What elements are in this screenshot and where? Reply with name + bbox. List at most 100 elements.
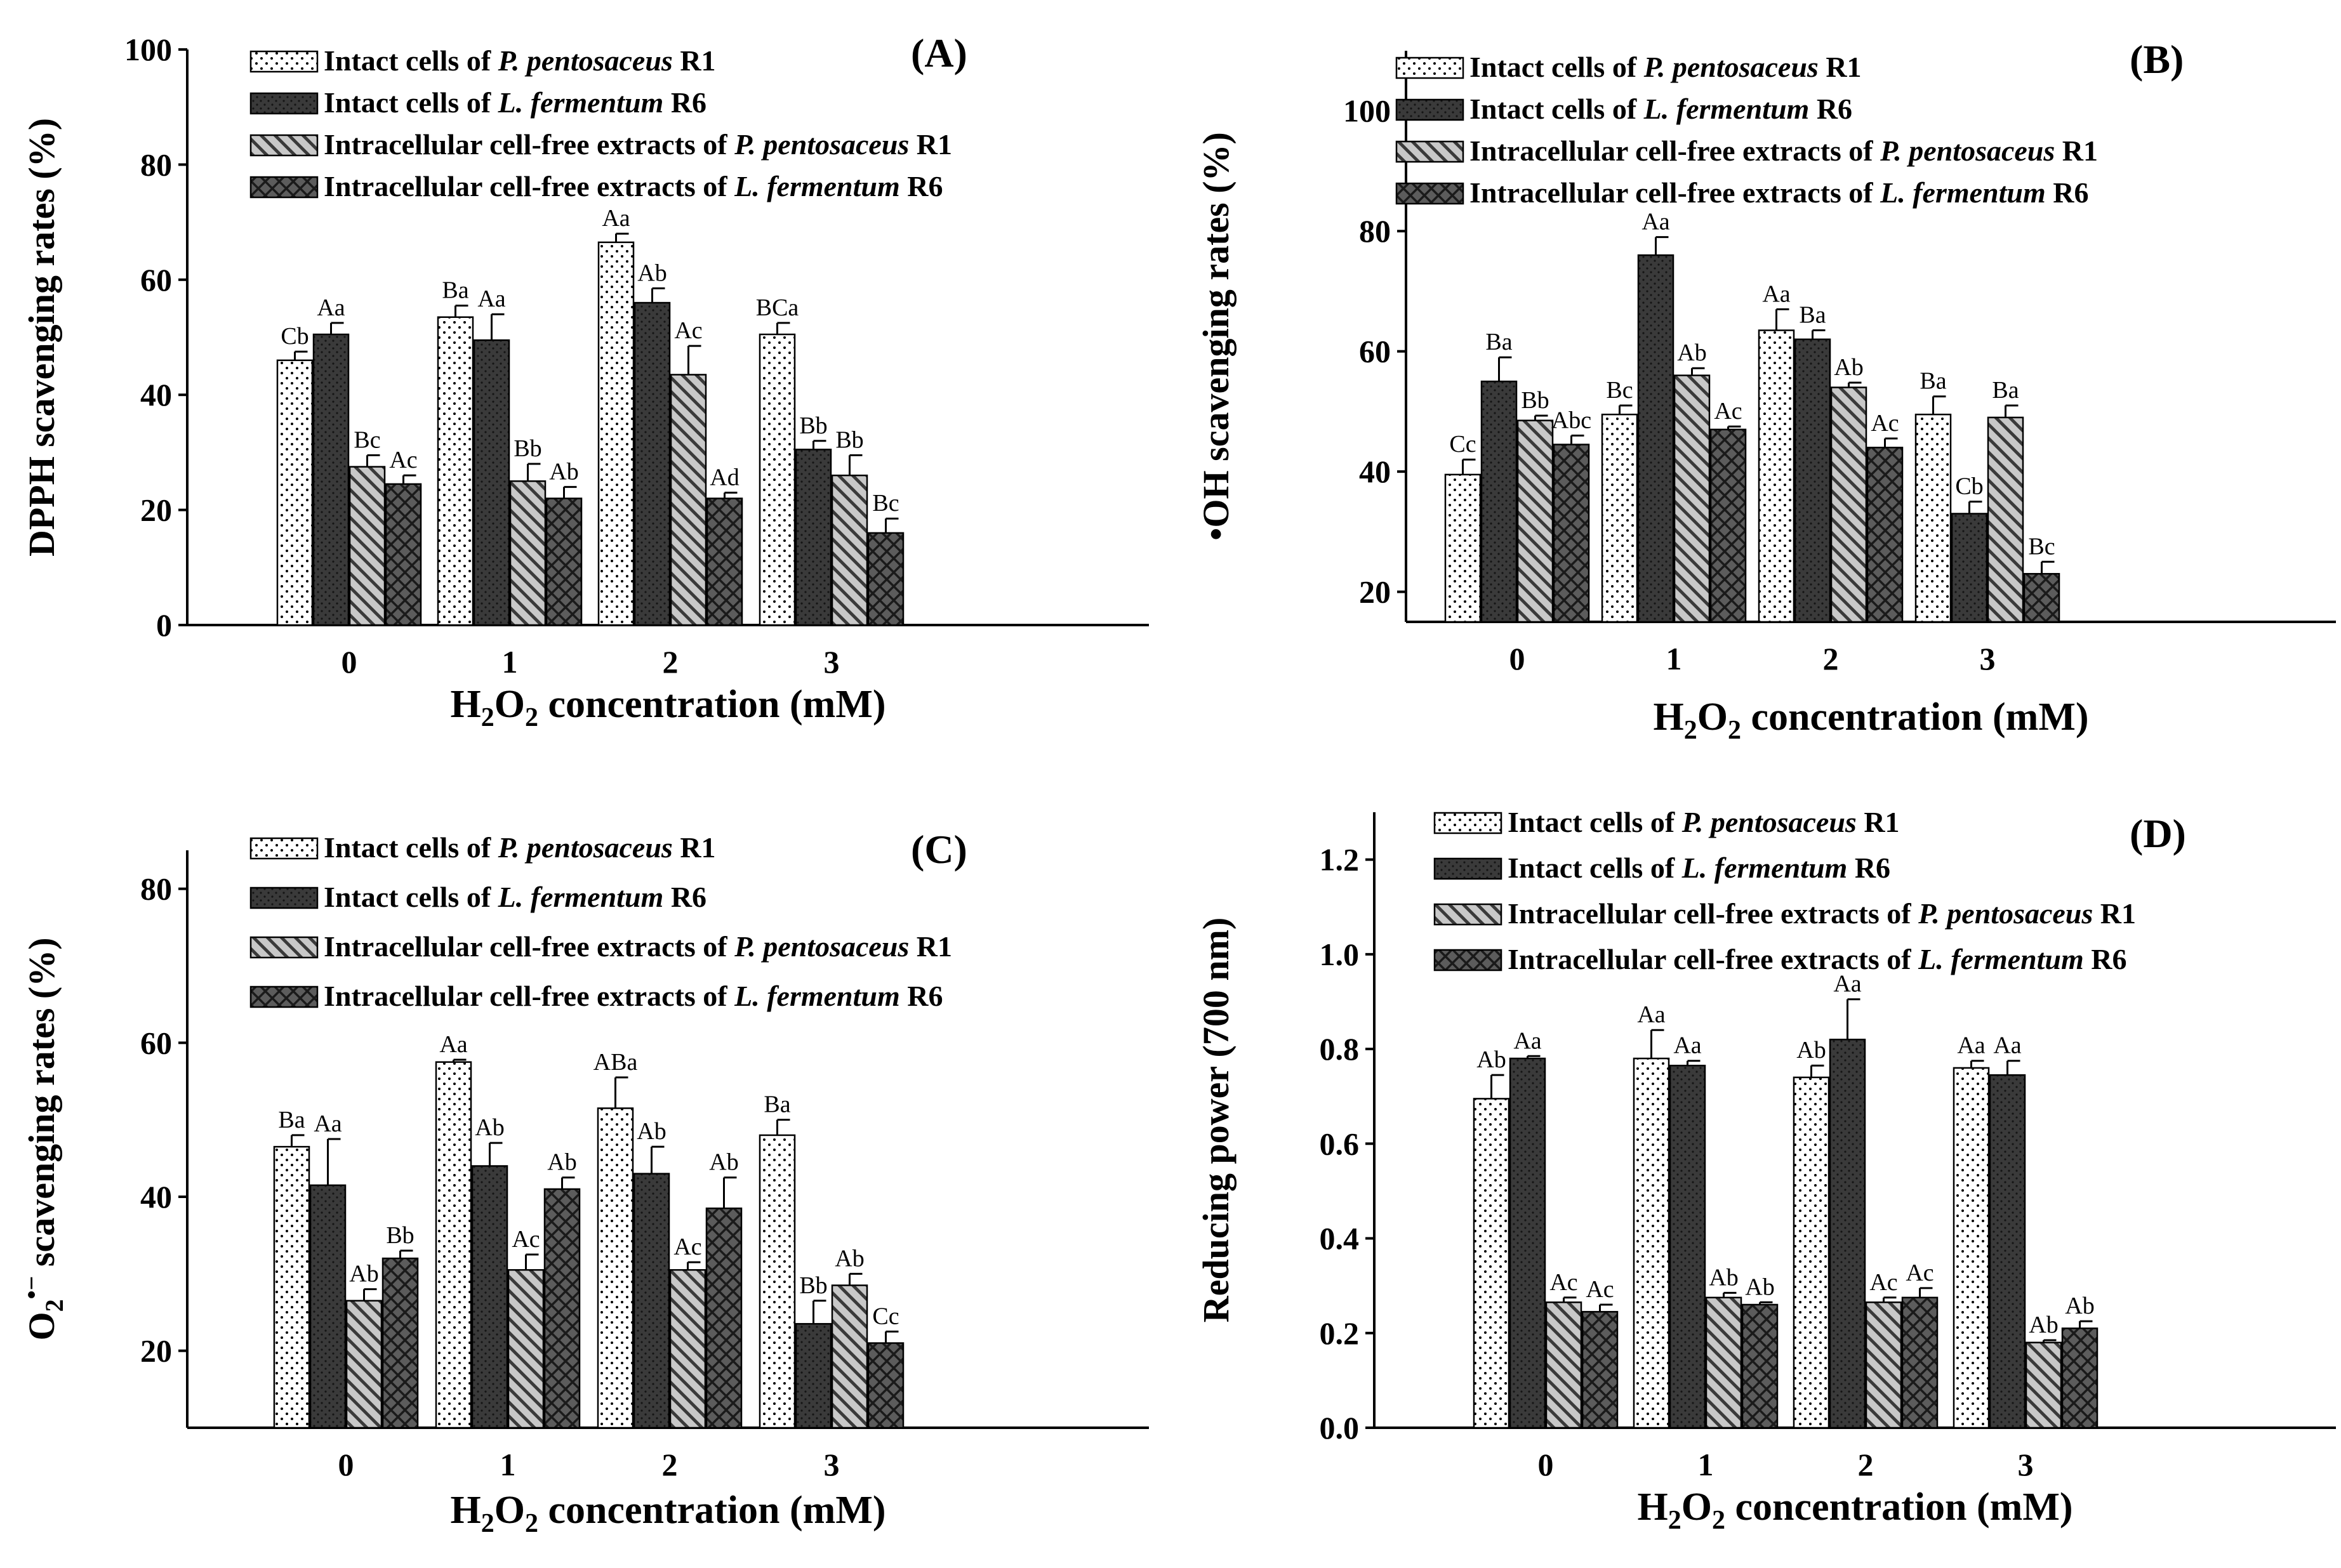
bar bbox=[1987, 416, 2024, 623]
x-tick-label: 3 bbox=[1980, 641, 1996, 676]
legend-item: Intact cells of P. pentosaceus R1 bbox=[324, 831, 716, 864]
panel-label: (D) bbox=[2130, 811, 2186, 856]
bar bbox=[2025, 1341, 2062, 1429]
x-tick-label: 1 bbox=[1698, 1447, 1714, 1482]
data-label: Ab bbox=[1796, 1037, 1826, 1064]
bar bbox=[670, 374, 707, 626]
x-tick-label: 1 bbox=[1666, 641, 1682, 676]
data-label: Ab bbox=[549, 458, 578, 485]
bar bbox=[1794, 338, 1831, 623]
bar bbox=[1989, 1074, 2026, 1429]
bar bbox=[385, 483, 422, 626]
bar bbox=[597, 1107, 634, 1429]
legend-item: Intracellular cell-free extracts of L. f… bbox=[1508, 943, 2127, 975]
y-tick-label: 0 bbox=[156, 607, 172, 643]
bar bbox=[831, 474, 868, 626]
legend-swatch bbox=[249, 134, 319, 157]
data-label: Ba bbox=[764, 1091, 790, 1118]
data-label: Ab bbox=[637, 1118, 666, 1145]
legend-item: Intact cells of P. pentosaceus R1 bbox=[1508, 806, 1900, 838]
y-axis-title: •OH scavenging rates (%) bbox=[1195, 132, 1237, 541]
data-label: Ba bbox=[1485, 329, 1512, 355]
x-tick-label: 3 bbox=[2018, 1447, 2034, 1482]
bar bbox=[867, 1342, 905, 1429]
x-tick-label: 0 bbox=[1538, 1447, 1554, 1482]
bar bbox=[705, 1207, 743, 1429]
y-tick-label: 100 bbox=[124, 32, 172, 67]
bar bbox=[759, 1134, 796, 1429]
y-axis-title: DPPH scavenging rates (%) bbox=[21, 118, 62, 557]
data-label: Bb bbox=[386, 1222, 414, 1249]
data-label: Ad bbox=[710, 464, 739, 491]
bar bbox=[509, 480, 547, 626]
x-tick-label: 0 bbox=[1509, 641, 1525, 676]
legend-swatch bbox=[249, 936, 319, 959]
data-label: Aa bbox=[1637, 1001, 1665, 1028]
data-label: Ac bbox=[1549, 1269, 1577, 1296]
x-tick-label: 3 bbox=[824, 1447, 840, 1482]
data-label: Cc bbox=[872, 1303, 899, 1329]
bar bbox=[2023, 572, 2060, 623]
legend-item: Intact cells of L. fermentum R6 bbox=[1508, 852, 1890, 884]
data-label: Aa bbox=[317, 294, 345, 321]
x-tick-label: 3 bbox=[824, 644, 840, 680]
y-tick-label: 40 bbox=[140, 377, 172, 412]
data-label: Bb bbox=[1521, 387, 1549, 414]
data-label: Aa bbox=[477, 286, 505, 312]
y-tick-label: 60 bbox=[140, 262, 172, 298]
y-tick-label: 20 bbox=[140, 492, 172, 528]
bar bbox=[1865, 1301, 1902, 1429]
x-tick-label: 0 bbox=[342, 644, 357, 680]
bar bbox=[1914, 413, 1952, 623]
bar bbox=[507, 1269, 545, 1429]
bar bbox=[1709, 428, 1747, 623]
bar bbox=[1545, 1301, 1582, 1429]
data-label: Ab bbox=[547, 1149, 576, 1176]
panel-d: 0.0 0.2 0.4 0.6 0.8 1.0 1.2 0 1 2 3 Ab Aa Ab Aa Intact … bbox=[1195, 806, 2336, 1535]
bar bbox=[309, 1184, 347, 1429]
y-tick-label: 0.6 bbox=[1320, 1126, 1360, 1161]
bar bbox=[1830, 386, 1867, 623]
bar bbox=[597, 241, 635, 626]
data-label: Bc bbox=[354, 426, 380, 453]
y-tick-label: 1.0 bbox=[1320, 937, 1360, 972]
bar bbox=[1637, 254, 1675, 623]
data-label: Bc bbox=[2028, 533, 2055, 560]
legend-swatch bbox=[1395, 56, 1464, 79]
legend-item: Intracellular cell-free extracts of P. p… bbox=[324, 930, 952, 963]
legend-swatch bbox=[1433, 949, 1502, 972]
data-label: Aa bbox=[602, 205, 630, 232]
legend-swatch bbox=[249, 50, 319, 73]
data-label: Ab bbox=[1677, 339, 1706, 366]
data-label: Ac bbox=[673, 1234, 701, 1260]
bar bbox=[795, 1322, 832, 1429]
bar bbox=[381, 1257, 419, 1429]
bar bbox=[1669, 1064, 1706, 1429]
bar bbox=[759, 333, 796, 626]
y-tick-label: 100 bbox=[1343, 93, 1391, 129]
bar bbox=[437, 316, 474, 626]
bar bbox=[795, 449, 832, 626]
data-label: Ab bbox=[1476, 1046, 1506, 1073]
legend-swatch bbox=[249, 92, 319, 115]
bar bbox=[706, 497, 743, 626]
data-label: Ac bbox=[512, 1226, 540, 1253]
data-label: Ab bbox=[1709, 1264, 1738, 1291]
data-label: Aa bbox=[314, 1110, 342, 1137]
bar bbox=[1516, 419, 1554, 623]
bar bbox=[1553, 444, 1590, 623]
bar bbox=[1444, 473, 1482, 623]
bar bbox=[1509, 1057, 1546, 1429]
data-label: Ba bbox=[1920, 368, 1946, 395]
data-label: Bb bbox=[835, 426, 863, 453]
y-tick-label: 40 bbox=[140, 1179, 172, 1215]
data-label: Aa bbox=[1833, 971, 1861, 998]
data-label: Ac bbox=[1871, 410, 1899, 437]
bar bbox=[1581, 1310, 1619, 1429]
bar bbox=[1951, 513, 1988, 623]
x-axis-title: H2O2 concentration (mM) bbox=[451, 1489, 886, 1538]
data-label: Ac bbox=[1586, 1276, 1614, 1303]
y-tick-label: 0.2 bbox=[1320, 1315, 1360, 1351]
legend-item: Intracellular cell-free extracts of P. p… bbox=[324, 128, 952, 161]
data-label: Ab bbox=[2029, 1312, 2058, 1338]
